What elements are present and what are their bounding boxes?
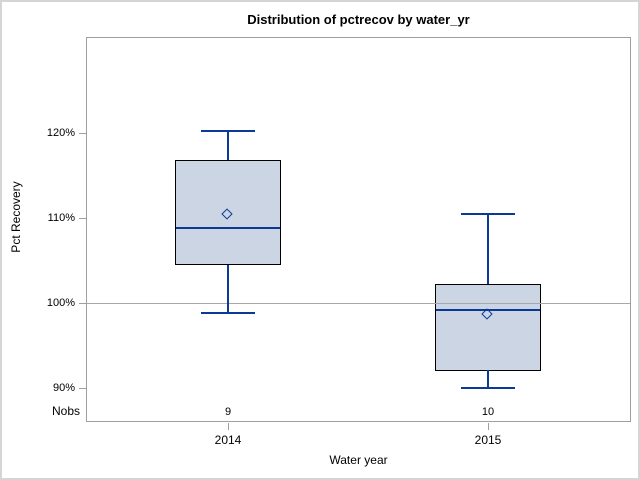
y-tick-mark (79, 218, 86, 219)
y-tick-mark (79, 303, 86, 304)
x-axis-title: Water year (329, 453, 388, 467)
x-tick-label: 2014 (214, 433, 242, 447)
nobs-value: 9 (224, 406, 232, 418)
nobs-row-label: Nobs (51, 404, 80, 418)
whisker-lower-cap (201, 312, 255, 314)
whisker-upper-stem (227, 131, 229, 160)
y-axis-title: Pct Recovery (9, 181, 23, 253)
whisker-lower-stem (487, 370, 489, 388)
x-tick-mark (228, 423, 229, 430)
plot-area: 120% 110% 100% 90% 9 2014 10 2015 (47, 37, 631, 447)
median-line (436, 309, 540, 311)
whisker-upper-cap (461, 213, 515, 215)
whisker-lower-stem (227, 265, 229, 313)
x-tick-label: 2015 (474, 433, 502, 447)
box-iqr (175, 160, 281, 265)
y-tick-label: 90% (52, 382, 75, 394)
y-tick-mark (79, 133, 86, 134)
whisker-lower-cap (461, 387, 515, 389)
median-line (176, 227, 280, 229)
y-tick-label: 100% (46, 297, 75, 309)
nobs-value: 10 (481, 406, 495, 418)
x-tick-mark (488, 423, 489, 430)
y-tick-label: 120% (46, 127, 75, 139)
box-iqr (435, 284, 541, 371)
reference-line (87, 303, 630, 304)
chart-title: Distribution of pctrecov by water_yr (247, 12, 470, 27)
y-tick-mark (79, 388, 86, 389)
whisker-upper-cap (201, 130, 255, 132)
whisker-upper-stem (487, 214, 489, 284)
y-tick-label: 110% (47, 212, 75, 224)
